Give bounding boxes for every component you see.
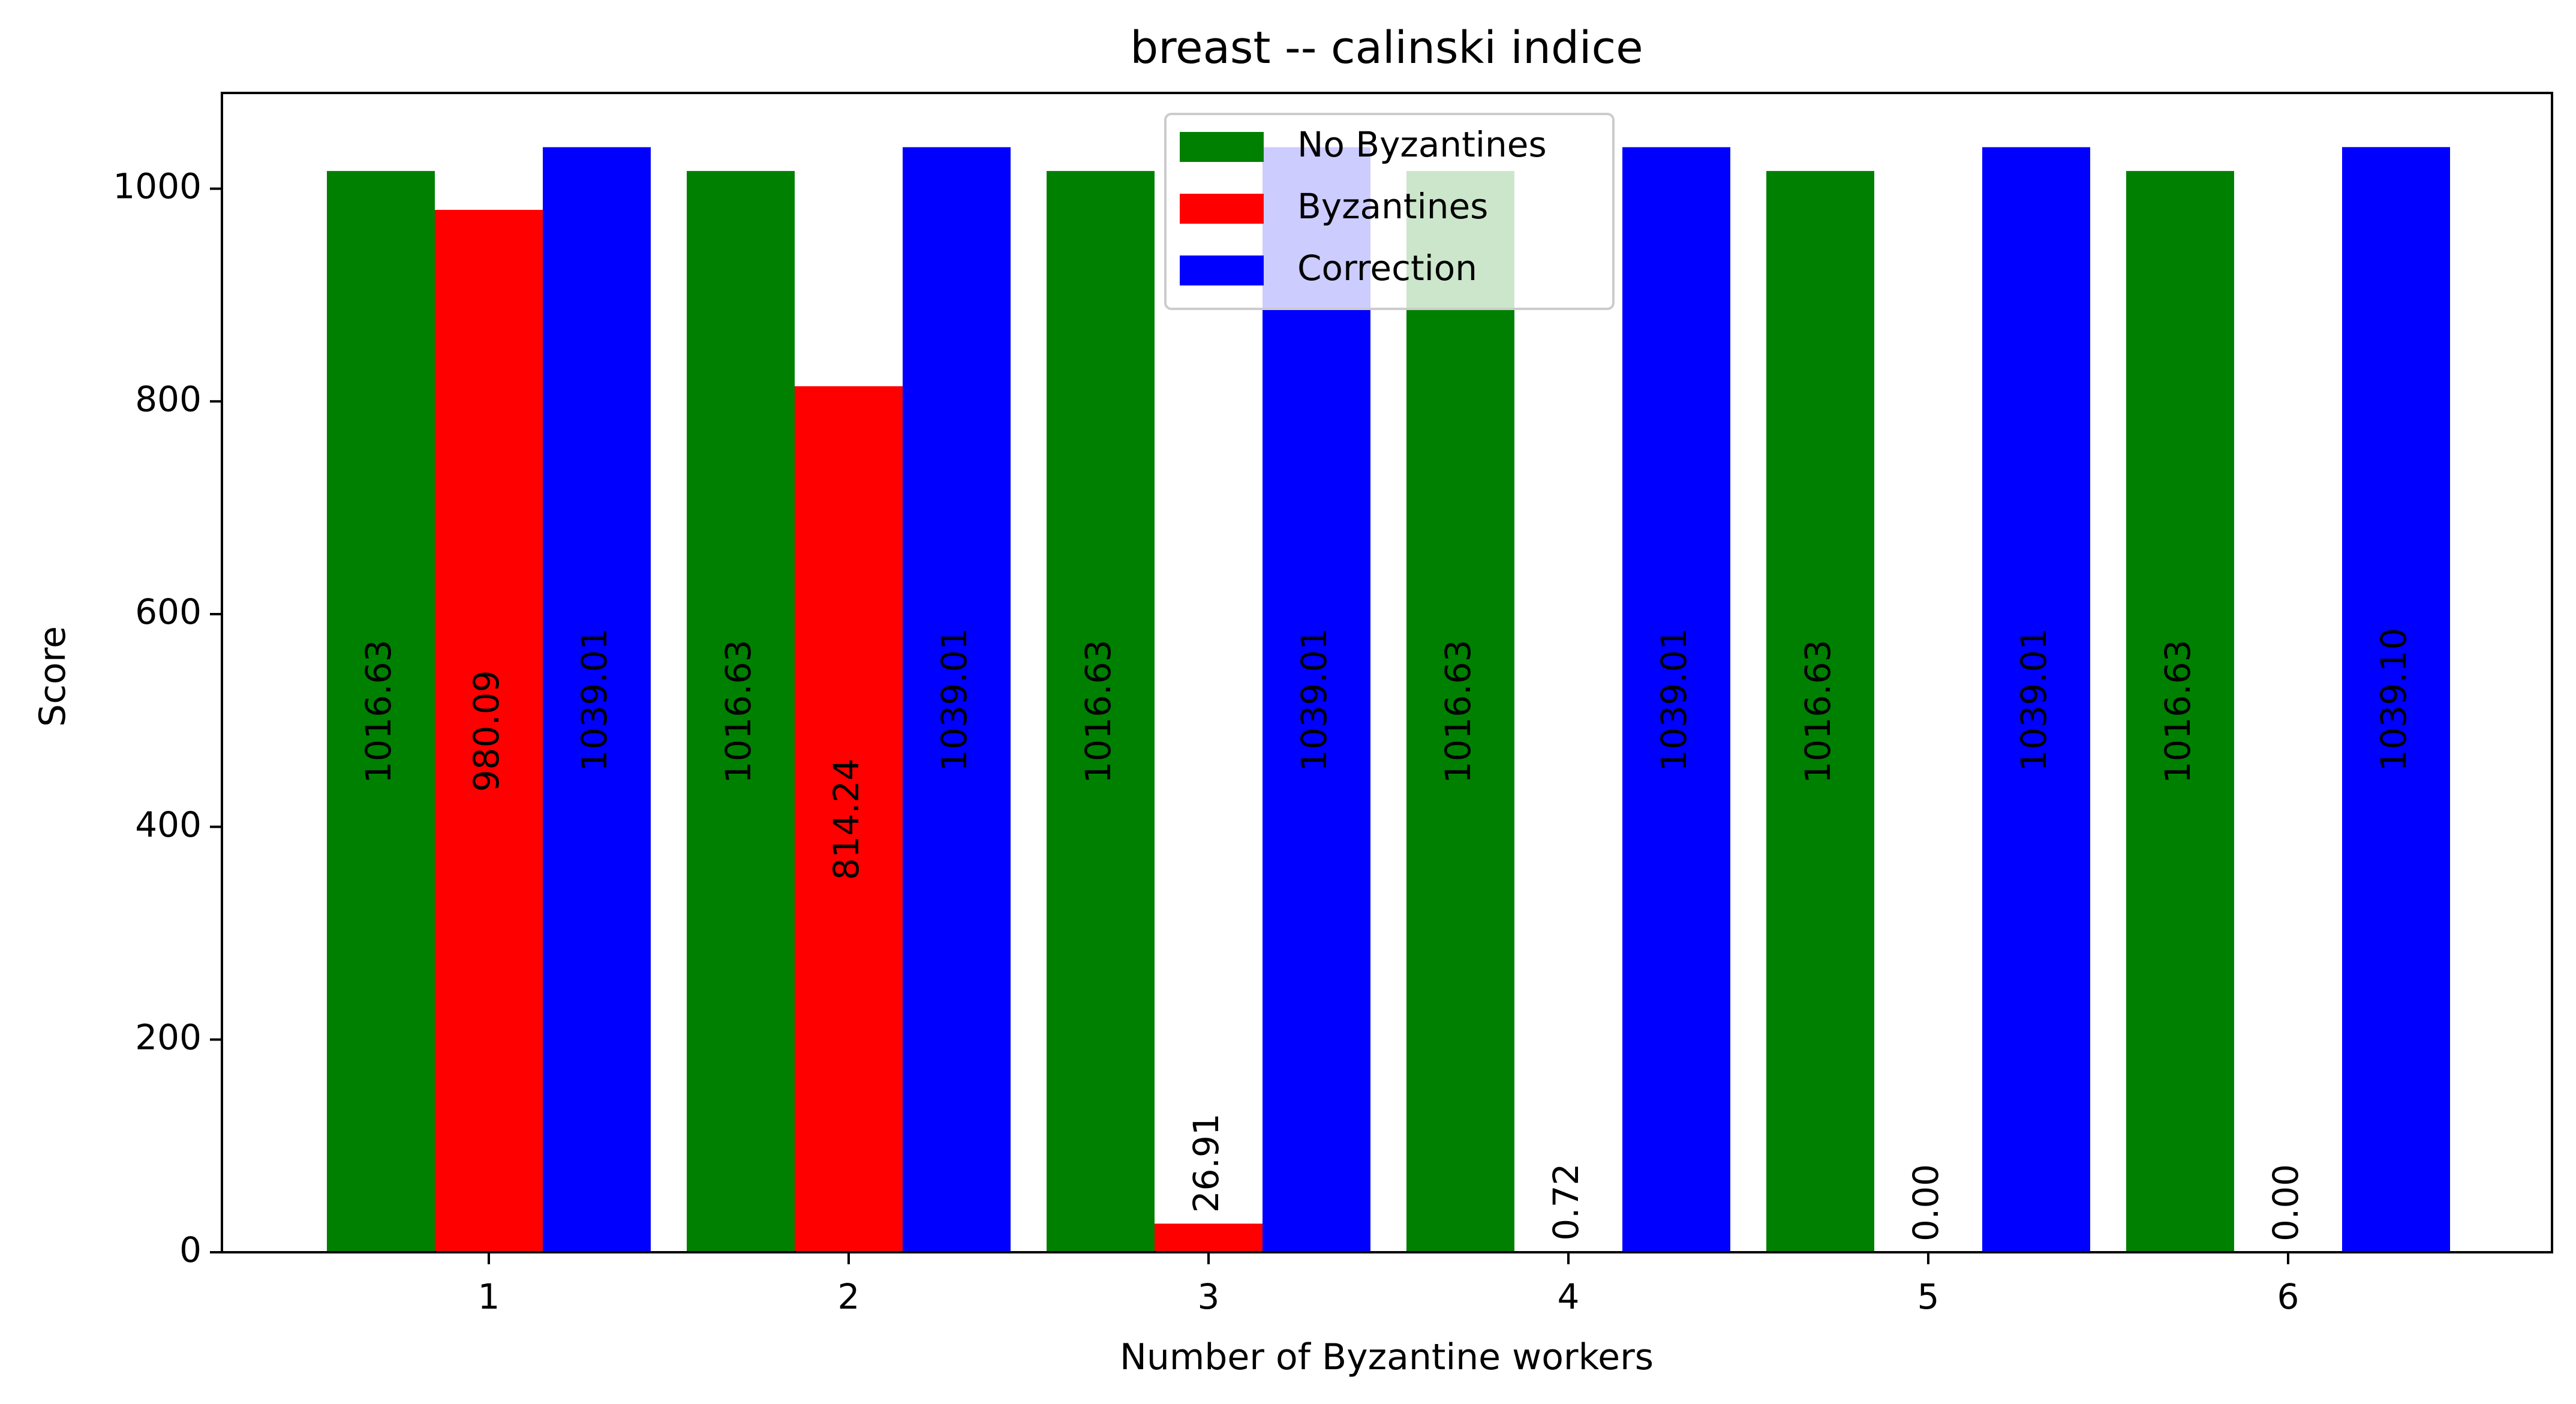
bar-correction-6: [2342, 147, 2450, 1253]
data-label: 1016.63: [1438, 640, 1478, 784]
bar-byzantines-2: [795, 386, 903, 1252]
y-tick-label: 400: [135, 804, 202, 845]
bar-correction-5: [1982, 147, 2090, 1252]
bar-correction-1: [543, 147, 651, 1252]
legend-entry: Byzantines: [1297, 186, 1488, 227]
x-tick-label: 1: [478, 1276, 500, 1317]
x-tick-label: 2: [838, 1276, 860, 1317]
data-label: 1016.63: [2157, 640, 2198, 784]
legend-box: [1164, 113, 1615, 310]
bar-correction-4: [1622, 147, 1730, 1252]
legend: No Byzantines Byzantines Correction: [1164, 113, 1615, 310]
bar-no-byzantines-3: [1047, 171, 1155, 1252]
data-label: 1039.01: [2013, 628, 2054, 772]
data-label: 0.00: [2265, 1164, 2306, 1241]
y-tick-label: 800: [135, 378, 202, 419]
bar-byzantines-1: [435, 209, 543, 1252]
data-label: 980.09: [466, 670, 507, 792]
y-tick-label: 0: [179, 1229, 202, 1270]
legend-entry: No Byzantines: [1297, 124, 1547, 165]
bar-no-byzantines-5: [1766, 171, 1874, 1252]
x-tick-label: 5: [1917, 1276, 1940, 1317]
data-label: 26.91: [1186, 1113, 1227, 1213]
x-tick-label: 4: [1558, 1276, 1580, 1317]
data-label: 1039.10: [2373, 628, 2414, 772]
data-label: 1039.01: [574, 628, 615, 772]
data-label: 1039.01: [934, 628, 975, 772]
bar-no-byzantines-2: [687, 171, 795, 1252]
data-label: 814.24: [826, 759, 867, 880]
bar-no-byzantines-1: [327, 171, 435, 1252]
bar-no-byzantines-6: [2126, 171, 2234, 1252]
bar-byzantines-3: [1155, 1223, 1263, 1252]
data-label: 1039.01: [1654, 628, 1694, 772]
data-label: 0.72: [1546, 1164, 1586, 1241]
data-label: 1039.01: [1294, 628, 1334, 772]
y-tick-label: 600: [135, 591, 202, 632]
bar-no-byzantines-4: [1406, 171, 1514, 1252]
x-tick-label: 6: [2277, 1276, 2300, 1317]
legend-swatch: [1180, 255, 1264, 285]
legend-swatch: [1180, 194, 1264, 224]
plot-area: 1016.63 1016.63 1016.63 1016.63 1016.63 1016.…: [113, 92, 2553, 1317]
y-tick-label: 200: [135, 1017, 202, 1057]
plot-frame: [221, 92, 2553, 1253]
bar-correction-2: [903, 147, 1011, 1252]
bar-correction-3: [1263, 147, 1370, 1252]
chart-title: breast -- calinski indice: [1130, 22, 1643, 74]
x-axis-label: Number of Byzantine workers: [1120, 1336, 1654, 1378]
data-label: 1016.63: [358, 640, 399, 784]
data-label: 0.00: [1905, 1164, 1946, 1241]
data-label: 1016.63: [718, 640, 759, 784]
data-label: 1016.63: [1078, 640, 1119, 784]
data-label: 1016.63: [1798, 640, 1838, 784]
y-tick-label: 1000: [113, 166, 202, 207]
legend-swatch: [1180, 132, 1264, 162]
x-tick-label: 3: [1198, 1276, 1220, 1317]
legend-entry: Correction: [1297, 248, 1477, 288]
y-axis-label: Score: [32, 626, 74, 727]
